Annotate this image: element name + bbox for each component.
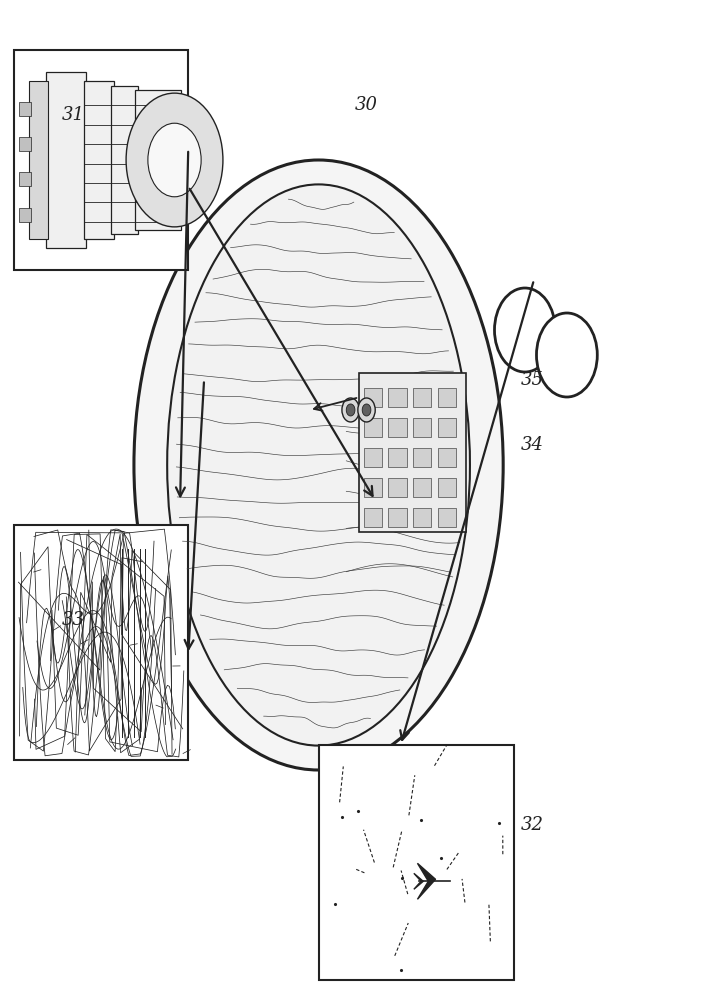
Circle shape xyxy=(362,404,371,416)
Bar xyxy=(389,508,406,527)
Text: 31: 31 xyxy=(62,106,85,124)
Text: 35: 35 xyxy=(521,371,544,389)
Bar xyxy=(363,388,382,407)
Text: 33: 33 xyxy=(62,611,85,629)
Bar xyxy=(84,81,114,239)
Bar xyxy=(439,508,456,527)
Polygon shape xyxy=(414,873,424,881)
Bar xyxy=(439,418,456,437)
Polygon shape xyxy=(418,863,436,899)
Bar xyxy=(30,81,49,239)
Circle shape xyxy=(148,123,201,197)
Bar xyxy=(319,745,514,980)
Text: 32: 32 xyxy=(521,816,544,834)
Bar xyxy=(389,448,406,467)
Bar xyxy=(439,388,456,407)
Circle shape xyxy=(342,398,359,422)
Ellipse shape xyxy=(167,184,470,746)
Bar xyxy=(111,86,138,234)
Circle shape xyxy=(494,288,555,372)
Bar xyxy=(439,448,456,467)
Bar xyxy=(14,525,188,760)
Circle shape xyxy=(126,93,223,227)
Bar xyxy=(389,478,406,497)
Bar xyxy=(413,508,432,527)
Bar xyxy=(389,388,406,407)
Bar xyxy=(413,448,432,467)
Bar xyxy=(363,448,382,467)
Bar xyxy=(19,172,31,186)
Circle shape xyxy=(536,313,597,397)
Bar xyxy=(19,102,31,116)
Circle shape xyxy=(346,404,355,416)
Bar xyxy=(413,478,432,497)
Bar xyxy=(439,478,456,497)
Bar xyxy=(363,478,382,497)
Text: 34: 34 xyxy=(521,436,544,454)
Text: 30: 30 xyxy=(355,96,378,114)
Bar xyxy=(19,137,31,151)
Ellipse shape xyxy=(134,160,503,770)
Bar xyxy=(363,418,382,437)
Bar xyxy=(413,388,432,407)
Bar xyxy=(19,208,31,222)
Polygon shape xyxy=(414,881,424,889)
Circle shape xyxy=(358,398,375,422)
Bar xyxy=(359,373,466,532)
Bar xyxy=(14,50,188,270)
Bar xyxy=(389,418,406,437)
Bar xyxy=(413,418,432,437)
Bar xyxy=(363,508,382,527)
Bar xyxy=(135,90,181,230)
Bar xyxy=(46,72,86,248)
